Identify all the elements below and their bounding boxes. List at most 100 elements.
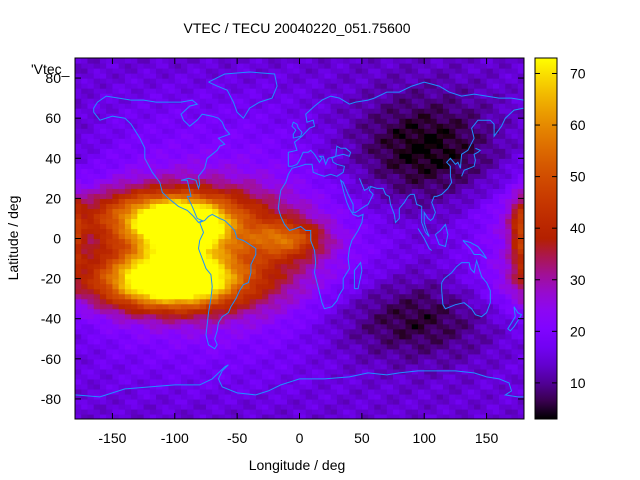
heatmap-cell bbox=[380, 128, 388, 134]
heatmap-cell bbox=[268, 93, 276, 99]
heatmap-cell bbox=[187, 153, 195, 159]
heatmap-cell bbox=[75, 253, 82, 260]
heatmap-cell bbox=[417, 98, 425, 104]
heatmap-cell bbox=[505, 348, 513, 355]
heatmap-cell bbox=[305, 348, 313, 355]
heatmap-cell bbox=[374, 313, 382, 320]
heatmap-cell bbox=[243, 303, 251, 310]
heatmap-cell bbox=[230, 63, 238, 69]
heatmap-cell bbox=[230, 78, 238, 84]
heatmap-cell bbox=[255, 343, 263, 350]
heatmap-cell bbox=[492, 278, 500, 285]
heatmap-cell bbox=[343, 203, 350, 210]
heatmap-cell bbox=[455, 273, 463, 280]
heatmap-cell bbox=[461, 308, 469, 315]
heatmap-cell bbox=[131, 153, 138, 159]
heatmap-cell bbox=[243, 273, 251, 280]
heatmap-cell bbox=[81, 343, 89, 350]
heatmap-cell bbox=[492, 158, 500, 164]
heatmap-cell bbox=[230, 288, 238, 295]
heatmap-cell bbox=[156, 253, 163, 260]
heatmap-cell bbox=[99, 328, 107, 335]
heatmap-cell bbox=[293, 118, 301, 124]
heatmap-cell bbox=[75, 353, 82, 360]
heatmap-cell bbox=[405, 128, 413, 134]
heatmap-cell bbox=[442, 263, 450, 270]
heatmap-cell bbox=[287, 353, 294, 360]
heatmap-cell bbox=[449, 193, 457, 199]
heatmap-cell bbox=[467, 78, 475, 84]
heatmap-cell bbox=[243, 308, 251, 315]
heatmap-cell bbox=[368, 408, 375, 415]
heatmap-cell bbox=[305, 233, 313, 240]
heatmap-cell bbox=[386, 303, 394, 310]
heatmap-cell bbox=[93, 148, 101, 154]
heatmap-cell bbox=[193, 103, 201, 109]
heatmap-cell bbox=[417, 73, 425, 79]
heatmap-cell bbox=[442, 363, 450, 370]
heatmap-cell bbox=[93, 78, 101, 84]
heatmap-cell bbox=[355, 178, 363, 184]
heatmap-cell bbox=[411, 123, 419, 129]
heatmap-cell bbox=[93, 363, 101, 370]
heatmap-cell bbox=[124, 138, 132, 144]
heatmap-cell bbox=[330, 393, 338, 400]
heatmap-cell bbox=[93, 178, 101, 184]
heatmap-cell bbox=[137, 238, 145, 245]
heatmap-cell bbox=[343, 63, 350, 69]
heatmap-cell bbox=[386, 388, 394, 395]
heatmap-cell bbox=[230, 248, 238, 255]
heatmap-cell bbox=[417, 333, 425, 340]
heatmap-cell bbox=[93, 413, 101, 419]
heatmap-cell bbox=[118, 148, 126, 154]
heatmap-cell bbox=[212, 188, 220, 194]
heatmap-cell bbox=[492, 358, 500, 365]
heatmap-cell bbox=[405, 73, 413, 79]
heatmap-cell bbox=[255, 313, 263, 320]
heatmap-cell bbox=[467, 253, 475, 260]
heatmap-cell bbox=[124, 203, 132, 210]
heatmap-cell bbox=[405, 383, 413, 390]
heatmap-cell bbox=[293, 368, 301, 375]
heatmap-cell bbox=[268, 193, 276, 199]
heatmap-cell bbox=[205, 238, 213, 245]
heatmap-cell bbox=[455, 338, 463, 345]
heatmap-cell bbox=[467, 223, 475, 230]
heatmap-cell bbox=[374, 253, 382, 260]
heatmap-cell bbox=[187, 298, 195, 305]
heatmap-cell bbox=[118, 228, 126, 235]
heatmap-cell bbox=[181, 268, 188, 275]
heatmap-cell bbox=[374, 158, 382, 164]
heatmap-cell bbox=[368, 173, 375, 179]
heatmap-cell bbox=[474, 68, 481, 74]
heatmap-cell bbox=[305, 398, 313, 405]
heatmap-cell bbox=[311, 353, 319, 360]
heatmap-cell bbox=[255, 193, 263, 199]
heatmap-cell bbox=[293, 93, 301, 99]
heatmap-cell bbox=[386, 73, 394, 79]
heatmap-cell bbox=[361, 383, 369, 390]
heatmap-cell bbox=[224, 243, 232, 250]
heatmap-cell bbox=[336, 218, 344, 225]
heatmap-cell bbox=[181, 398, 188, 405]
heatmap-cell bbox=[311, 363, 319, 370]
heatmap-cell bbox=[411, 173, 419, 179]
heatmap-cell bbox=[137, 168, 145, 174]
heatmap-cell bbox=[355, 68, 363, 74]
heatmap-cell bbox=[131, 203, 138, 210]
heatmap-cell bbox=[436, 258, 444, 265]
heatmap-cell bbox=[168, 343, 176, 350]
heatmap-cell bbox=[474, 123, 481, 129]
heatmap-cell bbox=[349, 193, 357, 199]
heatmap-cell bbox=[137, 83, 145, 89]
heatmap-cell bbox=[181, 208, 188, 215]
heatmap-cell bbox=[293, 413, 301, 419]
heatmap-cell bbox=[311, 108, 319, 114]
heatmap-cell bbox=[124, 338, 132, 345]
heatmap-cell bbox=[324, 328, 332, 335]
heatmap-cell bbox=[430, 233, 438, 240]
heatmap-cell bbox=[106, 388, 114, 395]
heatmap-cell bbox=[280, 128, 288, 134]
heatmap-cell bbox=[336, 158, 344, 164]
heatmap-cell bbox=[449, 138, 457, 144]
